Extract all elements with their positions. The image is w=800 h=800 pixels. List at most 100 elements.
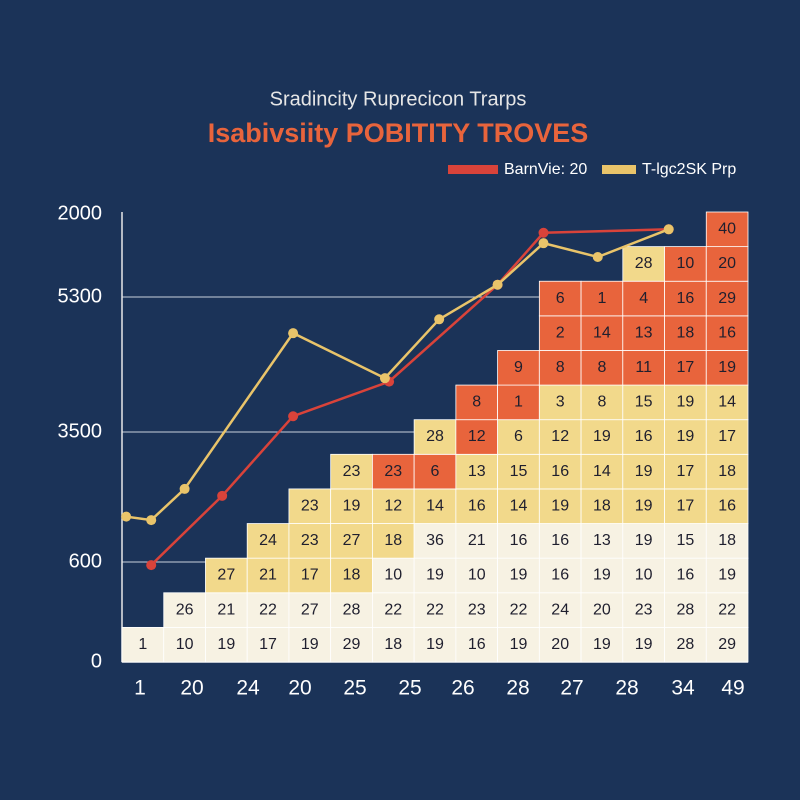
cell-label: 17: [677, 359, 695, 376]
cell: [538, 280, 582, 317]
cell: [246, 592, 290, 628]
cell: [580, 626, 624, 663]
cell: [413, 488, 457, 524]
cell-label: 22: [510, 601, 528, 618]
cell-label: 19: [593, 636, 611, 653]
x-tick-label: 28: [506, 677, 529, 700]
cell-label: 28: [343, 601, 361, 618]
cell: [580, 453, 624, 490]
cell-label: 19: [301, 636, 319, 653]
cell: [705, 384, 749, 421]
x-tick-label: 49: [721, 677, 744, 700]
cell-label: 14: [593, 463, 611, 480]
cell: [288, 523, 332, 559]
cell-label: 26: [176, 601, 194, 618]
cell: [622, 557, 665, 594]
cell: [538, 384, 582, 421]
cell: [580, 315, 624, 351]
cell-label: 16: [677, 290, 695, 307]
x-tick-label: 27: [560, 677, 583, 700]
point: [663, 224, 674, 235]
point: [288, 328, 299, 339]
cell: [455, 453, 499, 490]
cell: [664, 523, 707, 559]
cell: [497, 592, 540, 628]
cell-label: 19: [635, 463, 653, 480]
cell-label: 18: [718, 463, 736, 480]
cell-label: 1: [597, 290, 606, 307]
point: [179, 483, 190, 494]
cell-label: 13: [635, 324, 653, 341]
cell-label: 16: [635, 428, 653, 445]
cell-label: 6: [556, 290, 565, 307]
cell: [455, 384, 499, 421]
cell: [705, 523, 749, 559]
legend-label: T-lgc2SK Prp: [642, 161, 736, 178]
cell: [664, 592, 707, 628]
x-tick-label: 20: [288, 677, 311, 700]
cell: [538, 592, 582, 628]
x-tick-label: 25: [398, 677, 421, 700]
y-tick-label: 2000: [58, 202, 103, 224]
cell: [413, 626, 457, 663]
legend-swatch: [602, 165, 636, 174]
cell-label: 20: [593, 601, 611, 618]
cell-label: 10: [635, 567, 653, 584]
cell-label: 23: [301, 497, 319, 514]
x-tick-label: 1: [134, 677, 146, 700]
cell-label: 17: [301, 567, 319, 584]
cell-label: 10: [384, 567, 402, 584]
cell: [622, 350, 665, 386]
cell-label: 16: [718, 324, 736, 341]
cell-label: 36: [426, 532, 444, 549]
legend-swatch: [448, 165, 498, 174]
cell: [538, 453, 582, 490]
cell-label: 23: [635, 601, 653, 618]
cell-label: 17: [677, 497, 695, 514]
cell-label: 19: [426, 567, 444, 584]
cell: [538, 626, 582, 663]
cell-label: 23: [343, 463, 361, 480]
cell: [622, 453, 665, 490]
cell: [664, 419, 707, 455]
cell: [455, 626, 499, 663]
x-tick-label: 25: [343, 677, 366, 700]
cell-label: 28: [635, 255, 653, 272]
point: [538, 227, 549, 238]
cell-label: 40: [718, 221, 736, 238]
point: [592, 252, 603, 262]
cell-label: 18: [343, 567, 361, 584]
cell-label: 18: [718, 532, 736, 549]
cell-label: 12: [468, 428, 486, 445]
point: [121, 511, 132, 522]
y-tick-label: 3500: [58, 420, 103, 442]
cell: [163, 626, 206, 663]
cell: [371, 488, 415, 524]
cell-label: 22: [259, 601, 277, 618]
point: [492, 279, 503, 290]
cell-label: 14: [426, 497, 444, 514]
point: [146, 515, 157, 526]
cell: [705, 557, 749, 594]
cell-label: 28: [677, 636, 695, 653]
cell: [371, 523, 415, 559]
cell: [705, 453, 749, 490]
cell: [622, 488, 665, 524]
cell-label: 24: [551, 601, 569, 618]
cell-label: 14: [510, 497, 528, 514]
cell: [664, 315, 707, 351]
cell: [622, 315, 665, 351]
cell: [622, 246, 665, 282]
cell-label: 19: [718, 359, 736, 376]
cell-label: 17: [677, 463, 695, 480]
cell: [288, 592, 332, 628]
cell-label: 16: [677, 567, 695, 584]
cell: [330, 453, 373, 490]
cell-label: 8: [556, 359, 565, 376]
chart-title: Sradincity Ruprecicon Trarps: [270, 88, 527, 110]
cell: [163, 592, 206, 628]
y-tick-label: 0: [91, 650, 102, 672]
cell-label: 22: [426, 601, 444, 618]
cell-label: 27: [301, 601, 319, 618]
